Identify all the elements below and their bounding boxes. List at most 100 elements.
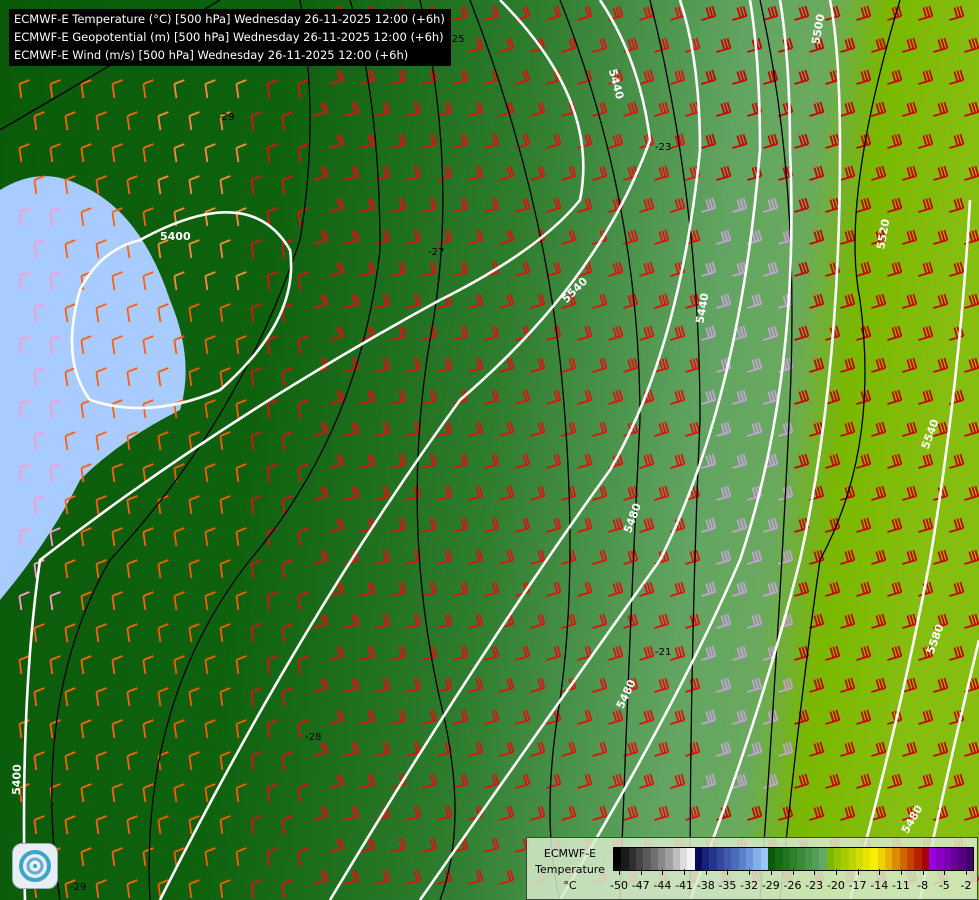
- wind-barb: [453, 69, 469, 85]
- wind-barb: [188, 879, 200, 899]
- wind-barb: [250, 559, 262, 579]
- wind-barb: [918, 773, 934, 789]
- wind-barb: [747, 357, 763, 373]
- wind-barb: [360, 197, 376, 213]
- wind-barb: [468, 101, 484, 117]
- legend-tick-label: -2: [960, 879, 972, 892]
- wind-barb: [515, 389, 531, 405]
- wind-barb: [142, 527, 154, 547]
- wind-barb: [933, 357, 949, 373]
- wind-barb: [902, 485, 918, 501]
- wind-barb: [173, 143, 185, 163]
- wind-barb: [453, 325, 469, 341]
- wind-barb: [949, 517, 965, 533]
- legend-swatch: [855, 848, 864, 870]
- wind-barb: [840, 549, 856, 565]
- wind-barb: [778, 741, 794, 757]
- wind-barb: [468, 741, 484, 757]
- wind-barb: [250, 751, 262, 771]
- wind-barb: [778, 421, 794, 437]
- wind-barb: [499, 485, 515, 501]
- geopotential-contours: [22, 0, 979, 900]
- wind-barb: [949, 581, 965, 597]
- wind-barb: [422, 261, 438, 277]
- legend-color-bar: [613, 847, 974, 871]
- legend-tick-label: -32: [740, 879, 759, 892]
- wind-barb: [375, 421, 391, 437]
- wind-barb: [80, 783, 92, 803]
- wind-barb: [949, 645, 965, 661]
- wind-barb: [902, 677, 918, 693]
- wind-barb: [111, 79, 123, 99]
- wind-barb: [561, 293, 577, 309]
- legend-swatch: [665, 848, 673, 870]
- wind-barb: [422, 645, 438, 661]
- wind-barb: [49, 335, 61, 355]
- wind-barb: [297, 271, 309, 291]
- wind-barb: [933, 549, 949, 565]
- wind-barb: [825, 709, 841, 725]
- wind-barb: [732, 581, 748, 597]
- wind-barb: [468, 485, 484, 501]
- wind-barb: [871, 357, 887, 373]
- wind-barb: [778, 677, 794, 693]
- legend-swatch: [877, 848, 886, 870]
- wind-barb: [142, 655, 154, 675]
- wind-barb: [281, 431, 293, 451]
- wind-barb: [406, 229, 422, 245]
- wind-barb: [188, 239, 200, 259]
- wind-barb: [235, 207, 247, 227]
- legend-swatch: [628, 848, 636, 870]
- wind-barb: [375, 293, 391, 309]
- wind-barb: [918, 69, 934, 85]
- wind-barb: [468, 165, 484, 181]
- wind-barb: [204, 719, 216, 739]
- wind-barb: [188, 815, 200, 835]
- contour-label: -27: [428, 247, 444, 258]
- contour-label: -28: [305, 732, 321, 743]
- wind-barb: [453, 261, 469, 277]
- wind-barb: [949, 773, 965, 789]
- wind-barb: [515, 709, 531, 725]
- wind-barb: [250, 239, 262, 259]
- wind-barb: [546, 133, 562, 149]
- wind-barb: [577, 645, 593, 661]
- wind-barb: [778, 549, 794, 565]
- legend-swatch: [833, 848, 842, 870]
- wind-barb: [235, 719, 247, 739]
- wind-barb: [344, 229, 360, 245]
- wind-barb: [856, 517, 872, 533]
- wind-barb: [391, 69, 407, 85]
- wind-barb: [918, 517, 934, 533]
- wind-barb: [95, 239, 107, 259]
- legend-tick: [900, 869, 902, 875]
- wind-barb: [375, 677, 391, 693]
- legend-tick-label: -5: [938, 879, 950, 892]
- wind-barb: [530, 741, 546, 757]
- wind-barb: [281, 111, 293, 131]
- wind-barb: [375, 485, 391, 501]
- wind-barb: [763, 133, 779, 149]
- wind-barb: [918, 453, 934, 469]
- wind-barb: [360, 389, 376, 405]
- wind-barb: [747, 37, 763, 53]
- legend-tick-label: -23: [805, 879, 824, 892]
- wind-barb: [887, 133, 903, 149]
- wind-barb: [157, 815, 169, 835]
- legend-tick: [835, 869, 837, 875]
- wind-barb: [561, 485, 577, 501]
- wind-barb: [297, 655, 309, 675]
- wind-barb: [453, 133, 469, 149]
- wind-barb: [964, 677, 979, 693]
- wind-barb: [794, 389, 810, 405]
- wind-barb: [235, 783, 247, 803]
- wind-barb: [391, 261, 407, 277]
- legend-tick-label: -11: [891, 879, 910, 892]
- wind-barb: [546, 261, 562, 277]
- wind-barb: [375, 357, 391, 373]
- wind-barb: [391, 389, 407, 405]
- wind-barb: [204, 847, 216, 867]
- wind-barb: [592, 677, 608, 693]
- wind-barb: [49, 79, 61, 99]
